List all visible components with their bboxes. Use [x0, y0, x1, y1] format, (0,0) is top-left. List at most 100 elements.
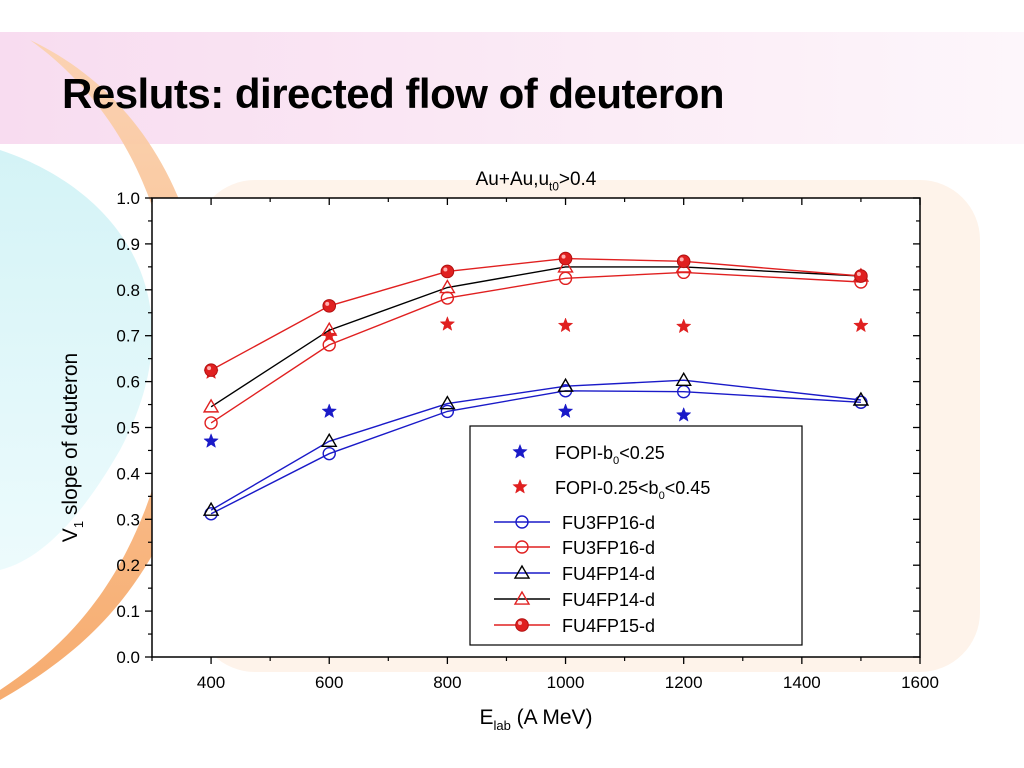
circle-marker	[204, 416, 218, 430]
x-tick-label: 1200	[665, 673, 703, 692]
circle-marker	[515, 540, 529, 554]
star-marker	[675, 318, 692, 334]
legend-label-1: FOPI-b0<0.25	[555, 443, 665, 467]
filled-circle-highlight	[679, 257, 684, 262]
legend: FOPI-b0<0.25FOPI-0.25<b0<0.45FU3FP16-dFU…	[469, 425, 803, 646]
legend-label-1-sub: 0	[613, 455, 619, 467]
x-tick-label: 1000	[547, 673, 585, 692]
y-tick-label: 0.6	[116, 373, 140, 392]
series-5	[202, 371, 870, 516]
filled-circle-marker	[322, 299, 337, 313]
legend-label-3-main: FU3FP16-d	[562, 513, 655, 533]
y-tick-label: 0.0	[116, 648, 140, 667]
legend-label-4-main: FU3FP16-d	[562, 538, 655, 558]
series-4	[204, 265, 868, 430]
triangle-marker	[321, 321, 338, 336]
star-marker	[203, 433, 219, 448]
y-axis-label-tail: slope of deuteron	[59, 353, 82, 521]
star-marker	[512, 478, 528, 494]
star-marker	[512, 443, 528, 459]
triangle-marker	[675, 371, 692, 386]
y-tick-label: 0.3	[116, 510, 140, 529]
legend-label-2-main: FOPI-0.25<b	[555, 478, 659, 498]
x-tick-label: 1400	[783, 673, 821, 692]
legend-label-4: FU3FP16-d	[562, 538, 655, 558]
star-marker	[557, 403, 574, 419]
filled-circle-marker	[515, 618, 529, 632]
y-tick-label: 0.8	[116, 281, 140, 300]
star-marker	[439, 316, 456, 331]
legend-label-3: FU3FP16-d	[562, 513, 655, 533]
filled-circle-highlight	[518, 621, 522, 625]
series-line	[210, 257, 861, 371]
triangle-marker	[439, 395, 456, 410]
filled-circle-highlight	[561, 254, 566, 259]
filled-circle-marker	[204, 363, 218, 377]
triangle-marker	[513, 564, 531, 579]
triangle-marker	[852, 391, 870, 406]
triangle-marker	[557, 377, 574, 392]
x-axis-label-sub: lab	[493, 718, 510, 733]
triangle-marker	[202, 398, 220, 413]
circle-marker	[440, 404, 455, 419]
triangle-marker	[513, 590, 531, 605]
x-tick-label: 400	[197, 673, 225, 692]
filled-circle-highlight	[325, 301, 330, 306]
y-tick-label: 0.1	[116, 602, 140, 621]
y-tick-label: 1.0	[116, 189, 140, 208]
legend-label-6-main: FU4FP14-d	[562, 590, 655, 610]
triangle-marker	[321, 432, 338, 448]
legend-label-7: FU4FP15-d	[562, 616, 655, 636]
chart-title-main: Au+Au,u	[476, 169, 549, 190]
x-tick-label: 600	[315, 673, 343, 692]
chart-title-tail: >0.4	[559, 169, 597, 190]
x-tick-label: 1600	[901, 673, 939, 692]
series-1	[203, 403, 692, 448]
series-line	[210, 266, 861, 408]
circle-marker	[515, 515, 529, 529]
legend-label-2-tail: <0.45	[665, 478, 711, 498]
series-line	[210, 390, 861, 515]
series-line	[210, 271, 861, 424]
star-marker	[321, 403, 338, 419]
star-marker	[853, 317, 869, 333]
x-axis-label-tail: (A MeV)	[511, 706, 593, 729]
legend-label-1-main: FOPI-b	[555, 443, 613, 463]
y-tick-label: 0.4	[116, 464, 140, 483]
y-tick-label: 0.9	[116, 235, 140, 254]
legend-label-1-tail: <0.25	[619, 443, 665, 463]
filled-circle-highlight	[856, 272, 861, 277]
legend-label-6: FU4FP14-d	[562, 590, 655, 610]
y-tick-label: 0.7	[116, 327, 140, 346]
triangle-marker	[557, 258, 574, 273]
filled-circle-marker	[676, 254, 691, 269]
filled-circle-highlight	[443, 267, 448, 272]
y-axis-label-main: V	[59, 528, 82, 542]
title-band	[0, 32, 1024, 144]
star-marker	[557, 317, 574, 333]
blue-arc-decoration	[0, 150, 153, 570]
series-7	[204, 251, 868, 377]
legend-label-2-sub: 0	[659, 490, 665, 502]
star-marker	[675, 406, 692, 422]
circle-marker	[322, 338, 336, 352]
filled-circle-highlight	[207, 366, 212, 371]
y-tick-label: 0.5	[116, 419, 140, 438]
triangle-marker	[202, 501, 220, 516]
y-tick-label: 0.2	[116, 556, 140, 575]
x-tick-label: 800	[433, 673, 461, 692]
x-axis-label: Elab (A MeV)	[479, 706, 592, 733]
chart-title: Au+Au,ut0>0.4	[476, 169, 597, 193]
x-axis-label-main: E	[479, 706, 493, 729]
filled-circle-marker	[558, 251, 573, 266]
filled-circle-marker	[440, 264, 455, 279]
chart-title-sub: t0	[549, 180, 559, 193]
triangle-marker	[439, 279, 456, 294]
series-line	[210, 379, 861, 511]
slide-title: Resluts: directed flow of deuteron	[62, 70, 725, 117]
y-axis-label-sub: 1	[71, 521, 86, 528]
legend-label-7-main: FU4FP15-d	[562, 616, 655, 636]
legend-label-2: FOPI-0.25<b0<0.45	[555, 478, 710, 502]
legend-label-5: FU4FP14-d	[562, 564, 655, 584]
